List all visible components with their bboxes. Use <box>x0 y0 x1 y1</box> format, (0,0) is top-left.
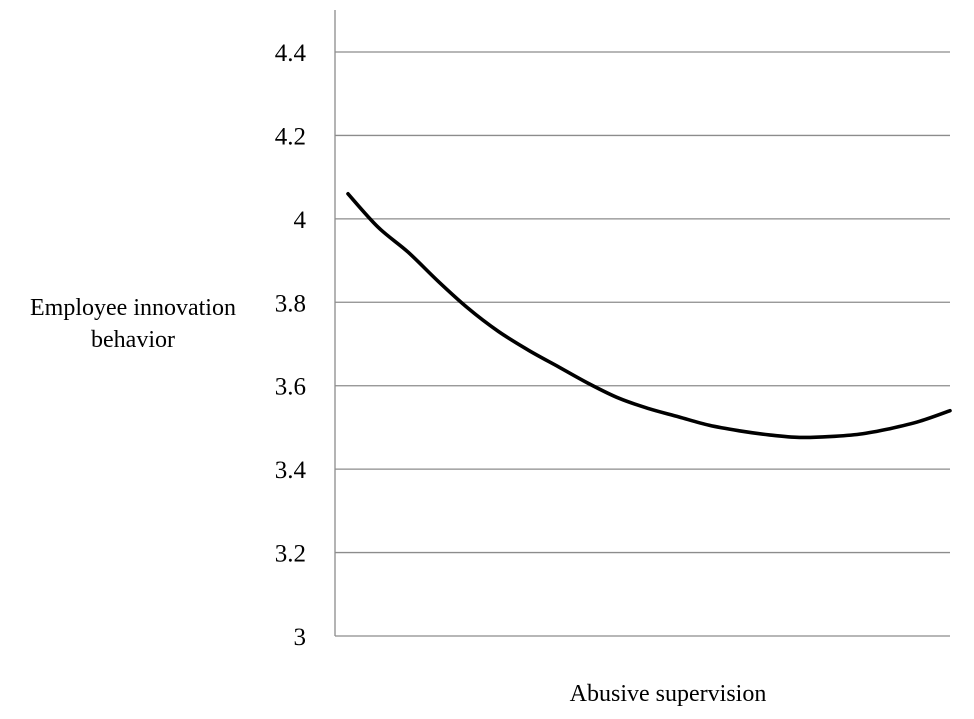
y-axis-title-line-1: Employee innovation <box>30 295 236 321</box>
x-axis-title: Abusive supervision <box>570 681 767 707</box>
gridlines <box>335 51 950 637</box>
y-tick-label: 3 <box>294 624 307 651</box>
y-tick-label: 4 <box>294 207 307 234</box>
y-tick-label: 3.8 <box>275 290 306 317</box>
y-tick-label: 3.4 <box>275 457 307 484</box>
y-tick-label: 4.2 <box>275 123 306 150</box>
y-tick-label: 3.6 <box>275 374 306 401</box>
y-axis-title-line-2: behavior <box>91 327 175 353</box>
y-tick-label: 3.2 <box>275 541 306 568</box>
series-line <box>346 192 952 440</box>
series-layer <box>346 192 952 440</box>
y-tick-labels: 3 3.2 3.4 3.6 3.8 4 4.2 4.4 <box>275 40 307 651</box>
y-tick-label: 4.4 <box>275 40 307 67</box>
